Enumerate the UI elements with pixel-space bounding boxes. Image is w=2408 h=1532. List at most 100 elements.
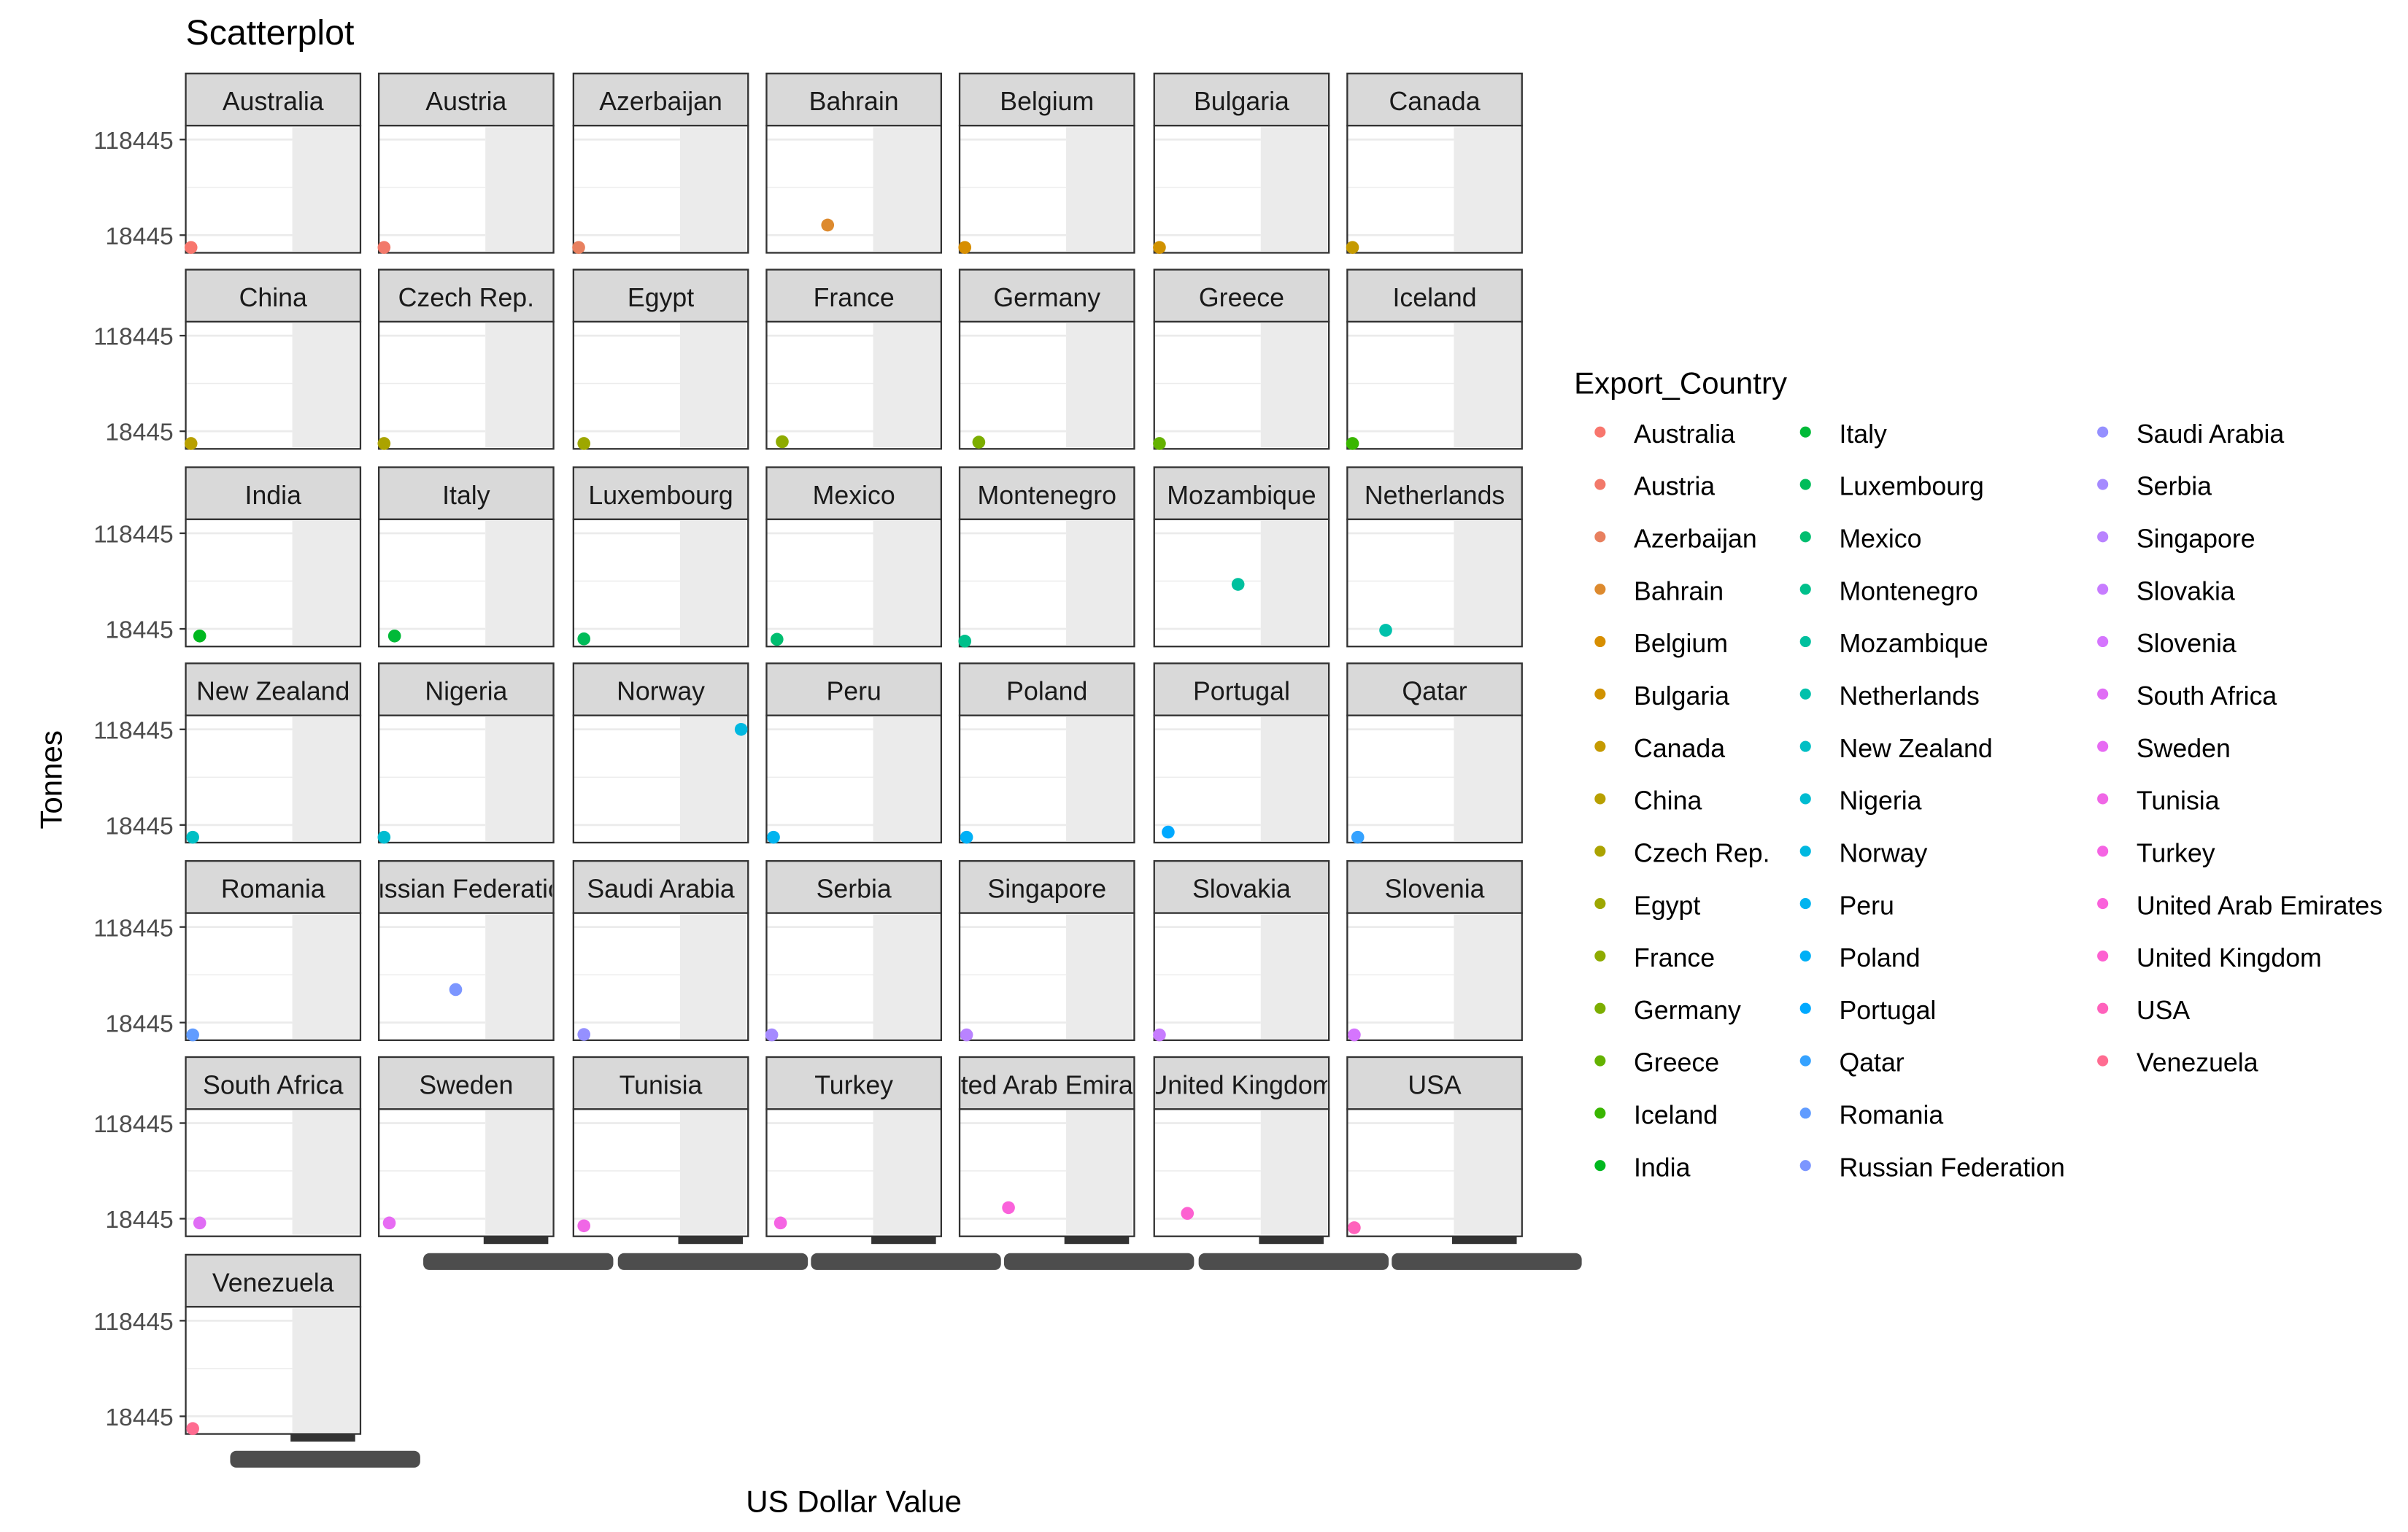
panel-title: ted Arab Emira [961, 1070, 1133, 1099]
panel-shaded-band [485, 521, 552, 646]
panel-shaded-band [1454, 127, 1521, 252]
legend-item: India [1594, 1153, 1691, 1182]
data-point [1231, 578, 1245, 591]
panel-title: Peru [826, 677, 881, 706]
panel-title: Mozambique [1167, 481, 1316, 510]
facet-panel: Singapore [958, 860, 1135, 1042]
legend-key [2097, 584, 2109, 595]
panel-border [1346, 518, 1523, 648]
legend-item: Romania [1799, 1101, 1943, 1130]
legend-item: France [1594, 943, 1715, 972]
panel-strip [377, 72, 555, 127]
panel-border [1153, 714, 1330, 844]
legend-key [1799, 688, 1811, 700]
panel-title: Egypt [628, 283, 694, 312]
legend-key [1594, 584, 1606, 595]
legend-label: Egypt [1634, 891, 1700, 920]
legend-label: Australia [1634, 419, 1735, 449]
panel-border [377, 125, 555, 254]
x-axis-label: US Dollar Value [746, 1485, 962, 1519]
data-point [821, 218, 835, 232]
panel-title: Montenegro [978, 481, 1116, 510]
legend-item: Tunisia [2097, 786, 2220, 816]
legend-item: Qatar [1799, 1048, 1905, 1078]
facet-panel: Egypt [572, 268, 749, 450]
data-point [186, 1422, 199, 1436]
panel-title: Bulgaria [1194, 87, 1289, 116]
data-point [1153, 437, 1166, 450]
data-point [193, 629, 207, 643]
panel-shaded-band [679, 1110, 747, 1235]
legend-label: Bahrain [1634, 576, 1724, 606]
panel-shaded-band [1066, 323, 1133, 448]
panel-shaded-band [292, 521, 359, 646]
legend-label: Austria [1634, 472, 1715, 501]
panel-strip [185, 1253, 362, 1308]
legend-key [2097, 1055, 2109, 1067]
panel-strip [1153, 860, 1330, 914]
y-tick-label: 18445 [105, 1010, 173, 1037]
panel-strip [185, 466, 362, 521]
panel-shaded-band [292, 127, 359, 252]
legend-key [2097, 635, 2109, 648]
facet-panel: Nigeria [377, 662, 555, 844]
panel-shaded-band [1454, 521, 1521, 646]
panel-border [572, 125, 749, 254]
legend-item: Luxembourg [1799, 472, 1984, 501]
legend-item: South Africa [2097, 681, 2277, 711]
facet-panel: Bahrain [765, 72, 943, 254]
legend-label: Venezuela [2137, 1048, 2258, 1078]
data-point [1346, 437, 1359, 450]
facet-panel: Norway [572, 662, 749, 844]
legend-label: USA [2137, 996, 2191, 1025]
legend-label: Belgium [1634, 629, 1728, 658]
legend-key [1799, 479, 1811, 490]
legend-key [1594, 1160, 1606, 1172]
data-point [1379, 624, 1392, 637]
legend-key [2097, 1002, 2109, 1014]
panel-strip [185, 860, 362, 914]
data-point [577, 1028, 591, 1041]
legend-key [2097, 426, 2109, 438]
data-point [1162, 825, 1175, 839]
y-tick-label: 118445 [93, 324, 174, 351]
x-tick-marks-overplotted [871, 1236, 936, 1245]
panel-strip [377, 466, 555, 521]
panel-border [958, 912, 1135, 1042]
legend-item: Greece [1594, 1048, 1719, 1078]
facet-panel: Germany [958, 268, 1135, 450]
panel-shaded-band [1260, 716, 1328, 841]
panel-title: Romania [221, 875, 325, 904]
panel-title: Netherlands [1365, 481, 1505, 510]
facet-panel: Belgium [958, 72, 1135, 254]
data-point [186, 1028, 199, 1042]
panel-title: Mexico [813, 481, 895, 510]
panel-border [958, 320, 1135, 450]
y-tick-label: 18445 [105, 813, 173, 840]
legend-label: Slovakia [2137, 576, 2235, 606]
panel-strip [765, 268, 943, 323]
facet-panel: India 118445 18445 [93, 466, 362, 648]
facet-panel: Azerbaijan [572, 72, 749, 254]
legend-item: Poland [1799, 943, 1921, 972]
panel-strip [377, 268, 555, 323]
panel-strip [1346, 72, 1523, 127]
panel-shaded-band [1066, 127, 1133, 252]
legend-key [1799, 1002, 1811, 1014]
panel-strip [185, 1056, 362, 1110]
panel-border [1346, 1108, 1523, 1237]
legend-key [1594, 531, 1606, 543]
legend-label: Russian Federation [1839, 1153, 2064, 1182]
legend-key [1594, 846, 1606, 857]
panel-shaded-band [1066, 914, 1133, 1039]
panel-shaded-band [1454, 914, 1521, 1039]
panel-border [185, 518, 362, 648]
panel-border [958, 125, 1135, 254]
panel-title: France [814, 283, 895, 312]
facet-panel: Mozambique [1153, 466, 1330, 648]
panel-title: Austria [425, 87, 506, 116]
panel-shaded-band [1454, 1110, 1521, 1235]
data-point [577, 1219, 591, 1233]
x-tick-marks-overplotted [290, 1434, 355, 1442]
